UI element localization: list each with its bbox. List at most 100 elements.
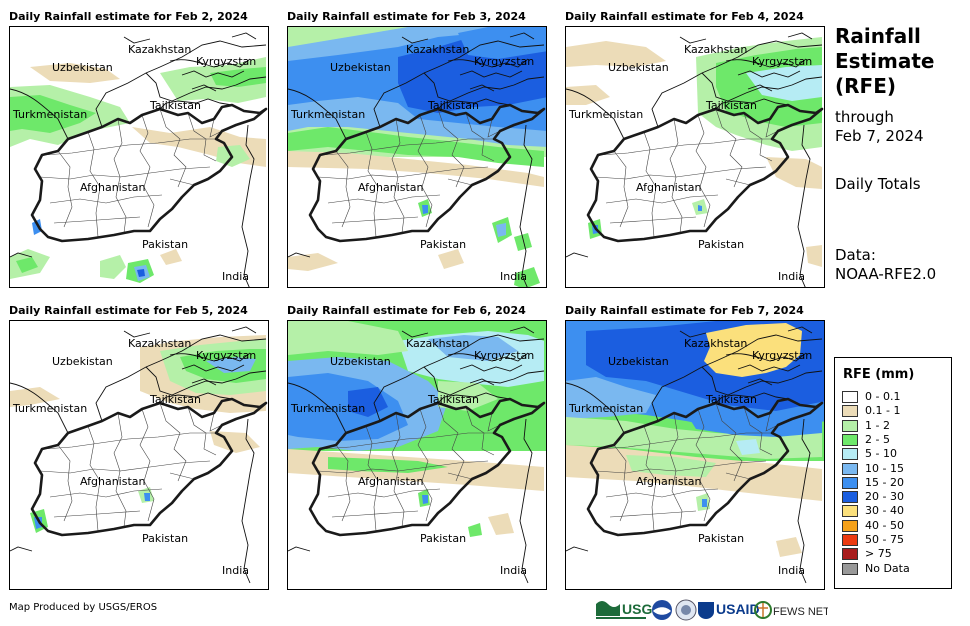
svg-text:Afghanistan: Afghanistan	[636, 181, 702, 194]
svg-text:USAID: USAID	[716, 601, 760, 617]
svg-text:Pakistan: Pakistan	[698, 532, 744, 545]
svg-text:Kyrgyzstan: Kyrgyzstan	[474, 55, 534, 68]
panel-title: Daily Rainfall estimate for Feb 5, 2024	[9, 304, 248, 317]
svg-text:India: India	[778, 270, 805, 283]
svg-text:Tajikistan: Tajikistan	[705, 99, 757, 112]
legend-swatch	[842, 448, 858, 461]
legend-swatch	[842, 391, 858, 403]
svg-text:Kyrgyzstan: Kyrgyzstan	[196, 349, 256, 362]
svg-text:Kazakhstan: Kazakhstan	[128, 337, 191, 350]
map-labels: Kazakhstan Kyrgyzstan Uzbekistan Tajikis…	[568, 337, 812, 577]
svg-text:Turkmenistan: Turkmenistan	[568, 108, 643, 121]
panel-title: Daily Rainfall estimate for Feb 4, 2024	[565, 10, 804, 23]
legend-label: 0.1 - 1	[865, 404, 901, 418]
svg-text:Turkmenistan: Turkmenistan	[568, 402, 643, 415]
fewsnet-logo: FEWS NET	[754, 601, 830, 619]
svg-text:India: India	[222, 564, 249, 577]
svg-text:Kyrgyzstan: Kyrgyzstan	[474, 349, 534, 362]
agency-logos: USGS USAID FEWS NET	[596, 598, 830, 622]
product-title: Rainfall Estimate (RFE)	[835, 24, 934, 99]
rainfall-map: Kazakhstan Kyrgyzstan Uzbekistan Tajikis…	[9, 26, 269, 288]
noaa-logo	[652, 600, 672, 620]
legend-label: 10 - 15	[865, 461, 904, 475]
svg-text:Kazakhstan: Kazakhstan	[684, 43, 747, 56]
panel-title: Daily Rainfall estimate for Feb 7, 2024	[565, 304, 804, 317]
legend-swatch	[842, 491, 858, 504]
rainfall-map: Kazakhstan Kyrgyzstan Uzbekistan Tajikis…	[9, 320, 269, 590]
svg-text:Kazakhstan: Kazakhstan	[128, 43, 191, 56]
usaid-logo: USAID	[698, 601, 760, 619]
svg-text:Turkmenistan: Turkmenistan	[12, 402, 87, 415]
svg-text:Turkmenistan: Turkmenistan	[12, 108, 87, 121]
svg-text:FEWS NET: FEWS NET	[773, 606, 828, 618]
svg-text:India: India	[222, 270, 249, 283]
panel-title: Daily Rainfall estimate for Feb 3, 2024	[287, 10, 526, 23]
svg-text:Tajikistan: Tajikistan	[149, 99, 201, 112]
svg-text:Pakistan: Pakistan	[142, 238, 188, 251]
legend-swatch	[842, 534, 858, 546]
svg-text:Afghanistan: Afghanistan	[358, 475, 424, 488]
legend-swatch	[842, 562, 858, 575]
panel-title: Daily Rainfall estimate for Feb 6, 2024	[287, 304, 526, 317]
legend-label: 20 - 30	[865, 490, 904, 504]
credit-text: Map Produced by USGS/EROS	[9, 602, 158, 613]
data-source: NOAA-RFE2.0	[835, 265, 937, 283]
through-date: Feb 7, 2024	[835, 127, 924, 145]
svg-text:Pakistan: Pakistan	[420, 532, 466, 545]
svg-text:Uzbekistan: Uzbekistan	[330, 355, 391, 368]
legend-swatch	[842, 462, 858, 475]
daily-totals-label: Daily Totals	[835, 175, 921, 193]
legend-swatch	[842, 519, 858, 532]
svg-text:India: India	[778, 564, 805, 577]
rainfall-map: Kazakhstan Kyrgyzstan Uzbekistan Tajikis…	[565, 26, 825, 288]
svg-text:Pakistan: Pakistan	[698, 238, 744, 251]
svg-text:Uzbekistan: Uzbekistan	[52, 355, 113, 368]
svg-text:Turkmenistan: Turkmenistan	[290, 402, 365, 415]
data-label: Data:	[835, 246, 876, 264]
svg-text:Pakistan: Pakistan	[142, 532, 188, 545]
svg-text:Turkmenistan: Turkmenistan	[290, 108, 365, 121]
legend-label: 15 - 20	[865, 475, 904, 489]
rainfall-map: Kazakhstan Kyrgyzstan Uzbekistan Tajikis…	[565, 320, 825, 590]
legend-swatch	[842, 505, 858, 518]
legend-title: RFE (mm)	[843, 367, 915, 382]
usgs-logo: USGS	[596, 601, 662, 619]
legend-label: 40 - 50	[865, 518, 904, 532]
svg-text:Uzbekistan: Uzbekistan	[52, 61, 113, 74]
svg-text:Uzbekistan: Uzbekistan	[608, 355, 669, 368]
map-labels: Kazakhstan Kyrgyzstan Uzbekistan Tajikis…	[290, 337, 534, 577]
svg-text:Kazakhstan: Kazakhstan	[406, 337, 469, 350]
map-labels: Kazakhstan Kyrgyzstan Uzbekistan Tajikis…	[12, 337, 256, 577]
map-labels: Kazakhstan Kyrgyzstan Uzbekistan Tajikis…	[290, 43, 534, 283]
map-labels: Kazakhstan Kyrgyzstan Uzbekistan Tajikis…	[12, 43, 256, 283]
svg-text:India: India	[500, 564, 527, 577]
svg-text:Tajikistan: Tajikistan	[149, 393, 201, 406]
svg-text:Kazakhstan: Kazakhstan	[406, 43, 469, 56]
legend-label: 30 - 40	[865, 504, 904, 518]
svg-text:Tajikistan: Tajikistan	[427, 393, 479, 406]
svg-text:Tajikistan: Tajikistan	[705, 393, 757, 406]
legend-swatch	[842, 419, 858, 432]
panel-title: Daily Rainfall estimate for Feb 2, 2024	[9, 10, 248, 23]
legend-label: > 75	[865, 547, 892, 561]
legend-swatch	[842, 433, 858, 446]
legend-swatch	[842, 476, 858, 489]
legend-label: 0 - 0.1	[865, 390, 901, 403]
svg-text:Afghanistan: Afghanistan	[636, 475, 702, 488]
svg-text:Tajikistan: Tajikistan	[427, 99, 479, 112]
legend-label: 1 - 2	[865, 418, 890, 432]
legend-label: 50 - 75	[865, 533, 904, 546]
legend-label: 5 - 10	[865, 447, 897, 461]
svg-text:USGS: USGS	[622, 601, 662, 617]
svg-text:Kyrgyzstan: Kyrgyzstan	[752, 55, 812, 68]
svg-text:Kyrgyzstan: Kyrgyzstan	[196, 55, 256, 68]
svg-text:India: India	[500, 270, 527, 283]
legend-label: 2 - 5	[865, 432, 890, 446]
legend-swatch	[842, 405, 858, 418]
svg-text:Afghanistan: Afghanistan	[80, 181, 146, 194]
rainfall-map: Kazakhstan Kyrgyzstan Uzbekistan Tajikis…	[287, 26, 547, 288]
svg-text:Pakistan: Pakistan	[420, 238, 466, 251]
seal-logo	[675, 599, 697, 621]
svg-text:Afghanistan: Afghanistan	[80, 475, 146, 488]
